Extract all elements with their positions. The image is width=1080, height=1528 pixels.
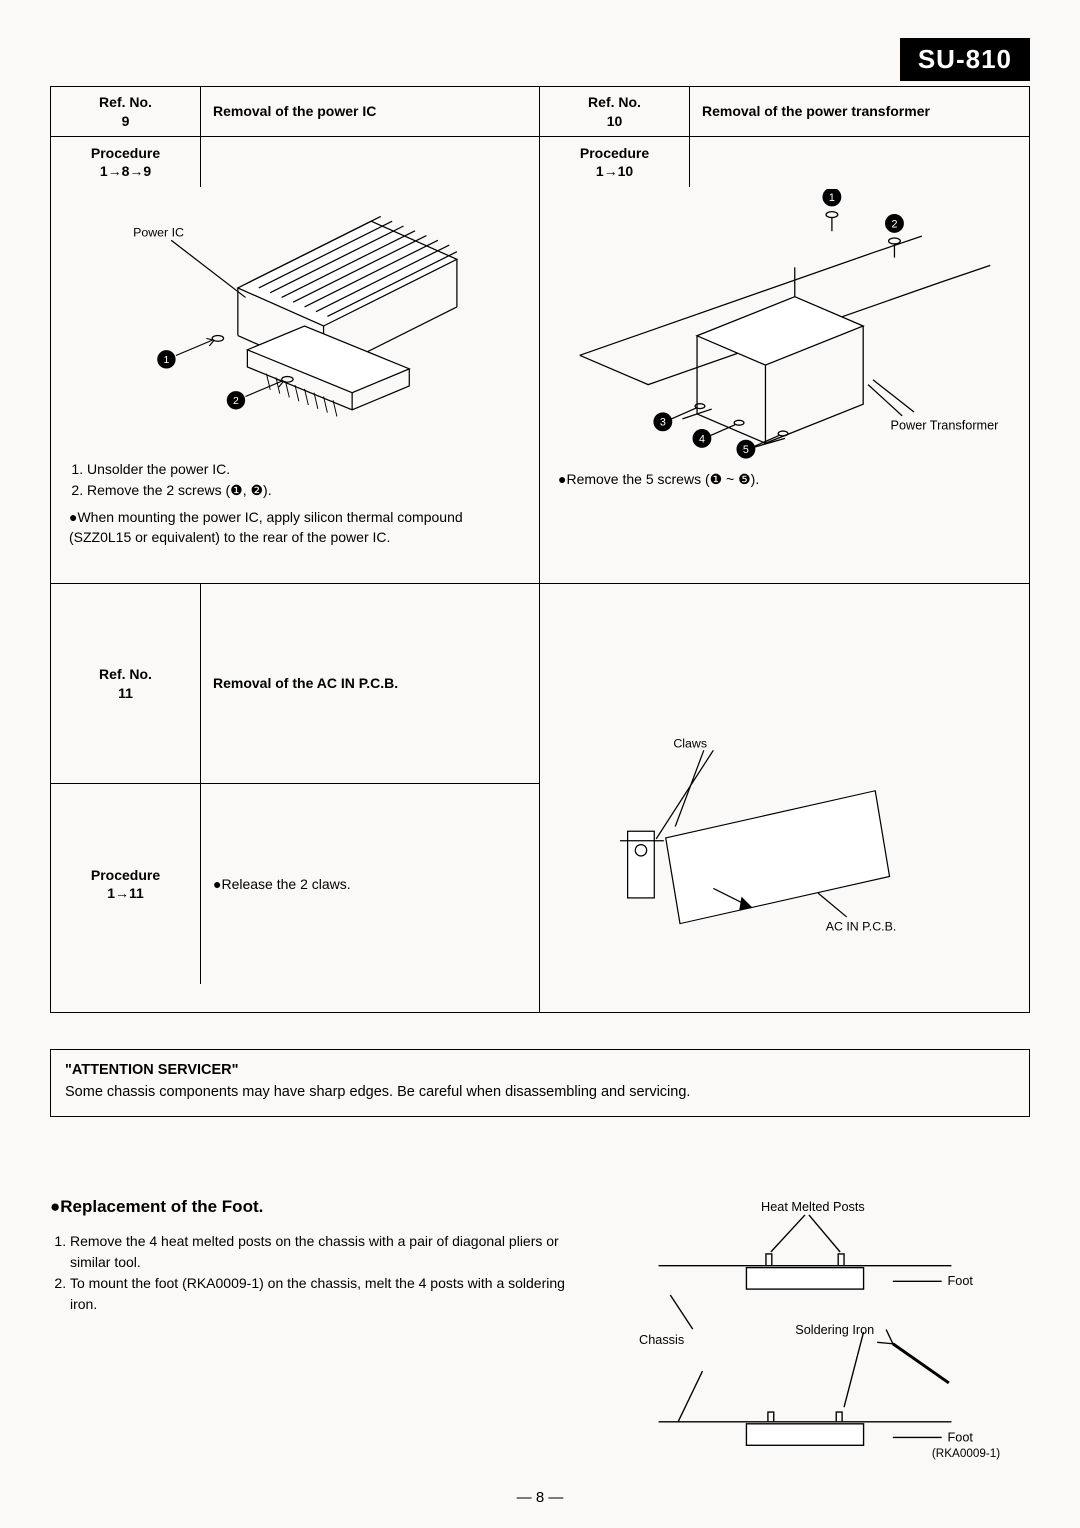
svg-text:5: 5	[742, 444, 748, 456]
claws-diagram-cell: Claws AC IN P.C.B.	[540, 784, 1029, 984]
foot-partno: (RKA0009-1)	[931, 1447, 999, 1460]
ref10-header: Ref. No. 10	[540, 87, 690, 137]
svg-text:2: 2	[891, 218, 897, 230]
proc10-blank	[690, 137, 1029, 187]
claws-label: Claws	[673, 736, 707, 750]
power-ic-diagram: 1 2 Power IC	[69, 201, 521, 451]
page: SU-810 Ref. No. 9 Removal of the power I…	[0, 0, 1080, 1528]
proc11-header: Procedure 1→11	[51, 784, 201, 984]
foot-section: ●Replacement of the Foot. Remove the 4 h…	[50, 1197, 1030, 1471]
svg-text:4: 4	[698, 433, 704, 445]
proc10-header: Procedure 1→10	[540, 137, 690, 187]
acin-pcb-label: AC IN P.C.B.	[826, 919, 897, 933]
proc9-header: Procedure 1→8→9	[51, 137, 201, 187]
attention-title: "ATTENTION SERVICER"	[65, 1060, 1015, 1082]
foot-title: ●Replacement of the Foot.	[50, 1197, 579, 1217]
ref9-title: Removal of the power IC	[201, 87, 540, 137]
transformer-diagram: 1 2 3	[558, 201, 1011, 451]
proc9-blank	[201, 137, 540, 187]
transformer-note: ●Remove the 5 screws (❶ ~ ❺).	[558, 469, 1011, 489]
power-ic-panel: 1 2 Power IC	[51, 187, 540, 583]
svg-text:2: 2	[233, 396, 239, 407]
hmp-label: Heat Melted Posts	[761, 1200, 865, 1214]
power-ic-steps: Unsolder the power IC. Remove the 2 scre…	[69, 459, 521, 501]
ref10-title: Removal of the power transformer	[690, 87, 1029, 137]
transformer-label: Power Transformer	[890, 419, 999, 433]
power-ic-label: Power IC	[133, 225, 184, 239]
foot-label-1: Foot	[947, 1274, 973, 1288]
foot-diagram: Heat Melted Posts Foot Chassis Soldering…	[579, 1197, 1030, 1471]
attention-box: "ATTENTION SERVICER" Some chassis compon…	[50, 1049, 1030, 1117]
ref11-header: Ref. No. 11	[51, 584, 201, 784]
ref11-title: Removal of the AC IN P.C.B.	[201, 584, 540, 784]
ref9-header: Ref. No. 9	[51, 87, 201, 137]
foot-label-2: Foot	[947, 1430, 973, 1444]
svg-text:1: 1	[164, 355, 170, 366]
power-ic-note: ●When mounting the power IC, apply silic…	[69, 507, 521, 548]
foot-steps: Remove the 4 heat melted posts on the ch…	[50, 1231, 579, 1315]
attention-line: Some chassis components may have sharp e…	[65, 1082, 1015, 1104]
iron-label: Soldering Iron	[795, 1323, 874, 1337]
procedures-table: Ref. No. 9 Removal of the power IC Ref. …	[50, 86, 1030, 1013]
model-badge: SU-810	[900, 38, 1030, 81]
svg-text:3: 3	[659, 417, 665, 429]
svg-text:1: 1	[828, 192, 834, 204]
chassis-label: Chassis	[639, 1332, 684, 1346]
page-number: — 8 —	[0, 1489, 1080, 1506]
transformer-panel: 1 2 3	[540, 187, 1029, 583]
proc11-action: ●Release the 2 claws.	[201, 784, 540, 984]
